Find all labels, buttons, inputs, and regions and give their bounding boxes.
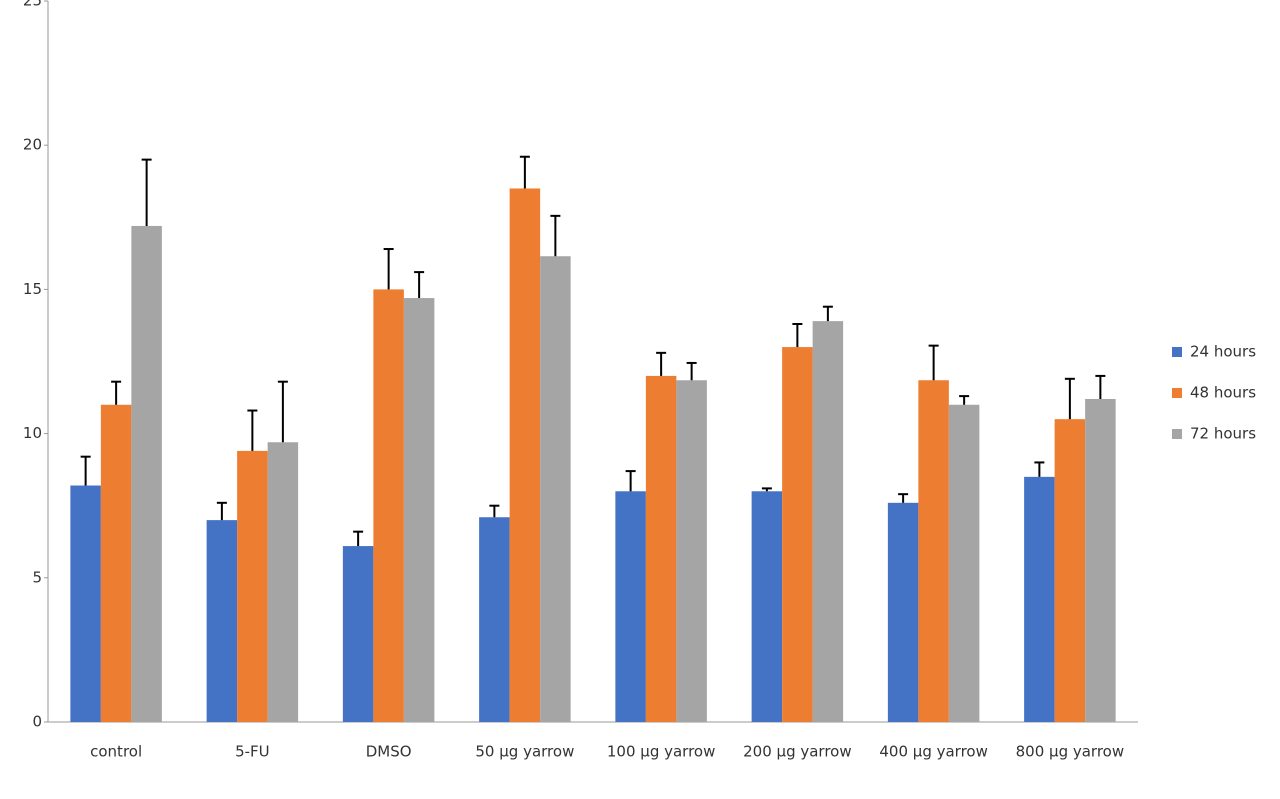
- error-bar: [625, 470, 636, 492]
- bar: [540, 256, 571, 722]
- error-bar: [792, 323, 803, 348]
- y-tick-label: 5: [32, 568, 42, 586]
- x-tick-label: 50 µg yarrow: [475, 743, 574, 761]
- error-bar: [1034, 461, 1045, 477]
- x-tick-label: 100 µg yarrow: [607, 743, 716, 761]
- error-bar: [489, 504, 500, 518]
- bar: [887, 502, 919, 722]
- bar: [782, 347, 813, 722]
- error-bar: [111, 380, 122, 405]
- bar: [1024, 476, 1055, 722]
- error-bar: [277, 380, 288, 443]
- legend-label: 24 hours: [1190, 343, 1256, 361]
- y-tick-label: 0: [32, 713, 42, 731]
- error-bar: [550, 214, 561, 257]
- legend-swatch: [1172, 347, 1182, 357]
- bar: [206, 520, 238, 722]
- bar: [509, 188, 541, 722]
- y-tick-label: 20: [23, 136, 42, 154]
- bar: [131, 225, 162, 722]
- error-bar: [216, 501, 227, 521]
- bar: [948, 404, 980, 722]
- error-bar: [519, 155, 530, 189]
- error-bar: [822, 305, 833, 322]
- bar: [267, 442, 299, 722]
- bar: [676, 380, 707, 722]
- bar: [751, 491, 783, 722]
- bar: [403, 298, 435, 722]
- bar: [1085, 398, 1116, 722]
- error-bar: [656, 351, 667, 376]
- bar: [100, 404, 132, 722]
- x-tick-label: 5-FU: [235, 743, 270, 761]
- bar: [812, 321, 844, 722]
- error-bar: [686, 361, 697, 381]
- x-tick-label: 200 µg yarrow: [743, 743, 852, 761]
- x-tick-label: DMSO: [366, 743, 412, 761]
- error-bar: [928, 344, 939, 381]
- legend-label: 72 hours: [1190, 425, 1256, 443]
- bar: [1054, 419, 1086, 722]
- error-bar: [141, 158, 152, 226]
- x-tick-label: control: [90, 743, 142, 761]
- error-bar: [80, 455, 91, 486]
- bar: [479, 517, 510, 722]
- error-bar: [353, 530, 364, 547]
- legend-swatch: [1172, 429, 1182, 439]
- error-bar: [247, 409, 258, 451]
- bar: [373, 289, 404, 722]
- bar: [645, 375, 677, 722]
- error-bar: [1095, 374, 1106, 399]
- y-tick-label: 10: [23, 424, 42, 442]
- bar: [342, 546, 374, 722]
- legend-label: 48 hours: [1190, 384, 1256, 402]
- y-tick-label: 25: [23, 0, 42, 10]
- error-bar: [761, 487, 772, 492]
- x-tick-label: 400 µg yarrow: [879, 743, 988, 761]
- bar: [70, 485, 101, 722]
- legend-swatch: [1172, 388, 1182, 398]
- bar: [237, 450, 268, 722]
- error-bar: [959, 395, 970, 405]
- error-bar: [414, 271, 425, 299]
- error-bar: [383, 248, 394, 290]
- error-bar: [898, 493, 909, 503]
- bar: [918, 380, 949, 722]
- bar: [615, 491, 646, 722]
- error-bar: [1064, 377, 1075, 420]
- x-tick-label: 800 µg yarrow: [1016, 743, 1125, 761]
- y-tick-label: 15: [23, 280, 42, 298]
